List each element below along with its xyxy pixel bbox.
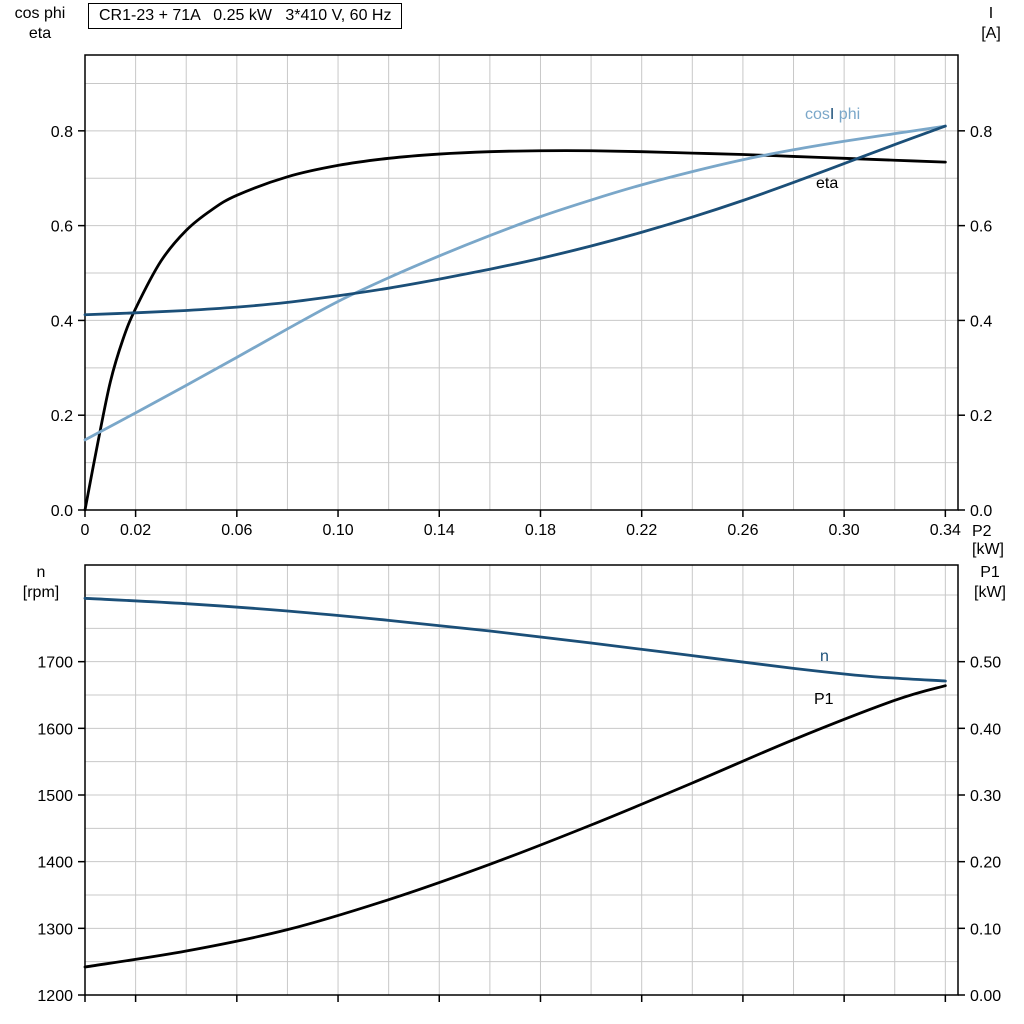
svg-text:0.00: 0.00 <box>970 988 1001 1005</box>
svg-text:0.14: 0.14 <box>424 522 455 539</box>
svg-text:0.6: 0.6 <box>970 219 992 236</box>
current-curve-label: I <box>829 106 835 123</box>
cos-phi-axis-label: cos phi <box>14 5 66 22</box>
bottom-left-axis-label: n [rpm] <box>2 563 80 603</box>
svg-text:0.22: 0.22 <box>626 522 657 539</box>
svg-text:0.4: 0.4 <box>970 313 992 330</box>
svg-text:0.26: 0.26 <box>727 522 758 539</box>
top-left-axis-label: cos phi eta <box>0 4 80 44</box>
svg-text:1200: 1200 <box>37 988 73 1005</box>
svg-text:0.18: 0.18 <box>525 522 556 539</box>
ampere-unit-label: [A] <box>981 25 1001 42</box>
svg-text:0.8: 0.8 <box>51 124 73 141</box>
speed-axis-label: n <box>36 564 46 581</box>
phi-label-part: phi <box>834 106 861 123</box>
svg-text:1400: 1400 <box>37 855 73 872</box>
chart-title: CR1-23 + 71A 0.25 kW 3*410 V, 60 Hz <box>88 3 403 29</box>
speed-curve-label: n <box>820 648 829 665</box>
kw-unit-label: [kW] <box>974 584 1006 601</box>
svg-text:0.2: 0.2 <box>51 408 73 425</box>
svg-text:0.4: 0.4 <box>51 313 73 330</box>
cos-phi-curve-label: cosI phi <box>805 106 860 124</box>
svg-text:0.6: 0.6 <box>51 219 73 236</box>
svg-text:0.30: 0.30 <box>970 788 1001 805</box>
current-axis-label: I <box>988 5 994 22</box>
svg-text:0.0: 0.0 <box>970 503 992 520</box>
svg-text:1700: 1700 <box>37 655 73 672</box>
svg-text:0.10: 0.10 <box>970 921 1001 938</box>
svg-text:0.34: 0.34 <box>930 522 961 539</box>
svg-text:0: 0 <box>81 522 90 539</box>
eta-axis-label: eta <box>28 25 52 42</box>
svg-text:1500: 1500 <box>37 788 73 805</box>
svg-text:0.50: 0.50 <box>970 655 1001 672</box>
top-right-axis-label: I [A] <box>962 4 1020 44</box>
svg-text:0.0: 0.0 <box>51 503 73 520</box>
cos-phi-label-part: cos <box>805 106 830 123</box>
svg-text:0.06: 0.06 <box>221 522 252 539</box>
svg-text:0.10: 0.10 <box>322 522 353 539</box>
bottom-right-axis-label: P1 [kW] <box>960 563 1020 603</box>
svg-text:0.02: 0.02 <box>120 522 151 539</box>
svg-text:0.30: 0.30 <box>829 522 860 539</box>
rpm-unit-label: [rpm] <box>22 584 60 601</box>
x-axis-label: P2 [kW] <box>972 523 1004 558</box>
svg-text:0.8: 0.8 <box>970 124 992 141</box>
svg-text:0.2: 0.2 <box>970 408 992 425</box>
svg-text:1600: 1600 <box>37 721 73 738</box>
svg-text:1300: 1300 <box>37 921 73 938</box>
eta-curve-label: eta <box>816 175 839 192</box>
p1-axis-label: P1 <box>980 564 1000 581</box>
p1-curve-label: P1 <box>814 691 834 708</box>
svg-text:0.20: 0.20 <box>970 855 1001 872</box>
svg-text:0.40: 0.40 <box>970 721 1001 738</box>
